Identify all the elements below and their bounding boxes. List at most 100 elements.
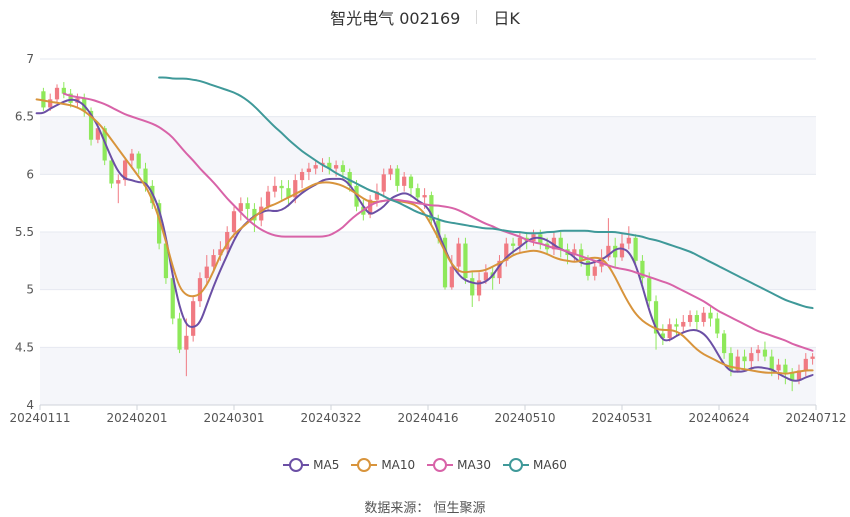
- candle[interactable]: [776, 358, 781, 380]
- candle[interactable]: [633, 234, 638, 267]
- candle[interactable]: [558, 232, 563, 258]
- candle[interactable]: [694, 310, 699, 331]
- candle-body: [476, 280, 482, 296]
- candle[interactable]: [327, 157, 332, 175]
- candle[interactable]: [626, 226, 631, 250]
- candle[interactable]: [299, 168, 305, 189]
- candle[interactable]: [681, 315, 686, 334]
- candle[interactable]: [136, 151, 141, 175]
- candle[interactable]: [640, 255, 645, 284]
- candle[interactable]: [619, 234, 625, 261]
- candle[interactable]: [749, 347, 754, 369]
- candle[interactable]: [742, 349, 747, 371]
- candle[interactable]: [463, 237, 468, 284]
- candle[interactable]: [116, 174, 121, 204]
- candle[interactable]: [54, 84, 60, 103]
- candle[interactable]: [613, 237, 618, 267]
- legend-marker-ma5: [283, 458, 310, 472]
- candle[interactable]: [184, 318, 189, 377]
- candle[interactable]: [456, 237, 461, 273]
- candle[interactable]: [756, 345, 761, 362]
- candle[interactable]: [41, 87, 46, 111]
- legend-item-ma10[interactable]: MA10: [351, 458, 415, 472]
- candle[interactable]: [381, 168, 386, 198]
- y-tick-label: 6.5: [15, 110, 34, 124]
- candle[interactable]: [402, 172, 407, 192]
- candle-body: [293, 180, 298, 198]
- candle-body: [279, 185, 284, 189]
- candle[interactable]: [599, 249, 604, 273]
- candle-body: [735, 356, 740, 371]
- legend-item-ma60[interactable]: MA60: [503, 458, 567, 472]
- candle[interactable]: [191, 295, 196, 342]
- candle[interactable]: [517, 232, 523, 253]
- candle-body: [762, 349, 768, 357]
- candle[interactable]: [687, 310, 693, 327]
- candle[interactable]: [272, 176, 277, 198]
- candle[interactable]: [61, 82, 66, 99]
- legend-marker-ma30: [427, 458, 454, 472]
- candle[interactable]: [395, 165, 400, 192]
- candle[interactable]: [504, 237, 509, 267]
- candle[interactable]: [109, 157, 114, 189]
- legend-dot-ma60: [509, 458, 524, 472]
- legend-label-ma10: MA10: [381, 458, 416, 472]
- candle[interactable]: [715, 312, 720, 339]
- series-line-ma60[interactable]: [158, 76, 814, 310]
- legend-item-ma30[interactable]: MA30: [427, 458, 491, 472]
- candle-body: [694, 315, 699, 322]
- candle[interactable]: [592, 260, 597, 281]
- candle[interactable]: [783, 358, 788, 385]
- candle[interactable]: [701, 306, 706, 327]
- candle[interactable]: [129, 148, 135, 169]
- candle[interactable]: [442, 234, 448, 290]
- candle[interactable]: [470, 272, 475, 307]
- candle[interactable]: [225, 226, 230, 256]
- legend-item-ma5[interactable]: MA5: [283, 458, 339, 472]
- grid-band: [40, 232, 816, 290]
- candle[interactable]: [170, 272, 175, 325]
- candle[interactable]: [408, 174, 414, 198]
- y-tick-label: 4.5: [15, 340, 34, 354]
- candle-body: [177, 318, 182, 350]
- candle[interactable]: [286, 180, 291, 207]
- candle[interactable]: [803, 353, 808, 377]
- candle-body: [347, 172, 352, 186]
- series-line-ma30[interactable]: [62, 92, 814, 352]
- candle-body: [327, 162, 332, 169]
- candle[interactable]: [647, 272, 652, 307]
- candle[interactable]: [177, 312, 182, 354]
- candle[interactable]: [388, 165, 393, 181]
- candle-body: [402, 176, 407, 186]
- candle[interactable]: [279, 180, 284, 200]
- candle[interactable]: [653, 295, 659, 350]
- candle[interactable]: [163, 237, 169, 284]
- candle-body: [306, 168, 311, 173]
- candle-body: [95, 128, 100, 140]
- candle[interactable]: [204, 255, 209, 284]
- candle[interactable]: [197, 272, 203, 307]
- candle[interactable]: [762, 341, 768, 362]
- candle-body: [170, 278, 175, 319]
- candle[interactable]: [231, 206, 237, 238]
- candle[interactable]: [708, 306, 713, 327]
- candle[interactable]: [245, 197, 250, 219]
- candle[interactable]: [497, 255, 502, 284]
- x-tick-label: 20240510: [494, 411, 555, 425]
- candle[interactable]: [476, 272, 482, 302]
- candle[interactable]: [449, 255, 454, 290]
- candle[interactable]: [674, 318, 679, 336]
- candle[interactable]: [238, 197, 243, 221]
- candle[interactable]: [429, 191, 434, 227]
- candle[interactable]: [660, 324, 665, 346]
- candle[interactable]: [721, 330, 727, 359]
- candle[interactable]: [313, 160, 318, 175]
- candle[interactable]: [810, 353, 815, 365]
- candle[interactable]: [122, 157, 128, 186]
- candle-body: [122, 160, 128, 181]
- candle-body: [252, 208, 257, 221]
- candle-body: [728, 353, 734, 371]
- candle-body: [613, 245, 618, 258]
- candle[interactable]: [306, 162, 311, 181]
- candle-body: [769, 356, 774, 371]
